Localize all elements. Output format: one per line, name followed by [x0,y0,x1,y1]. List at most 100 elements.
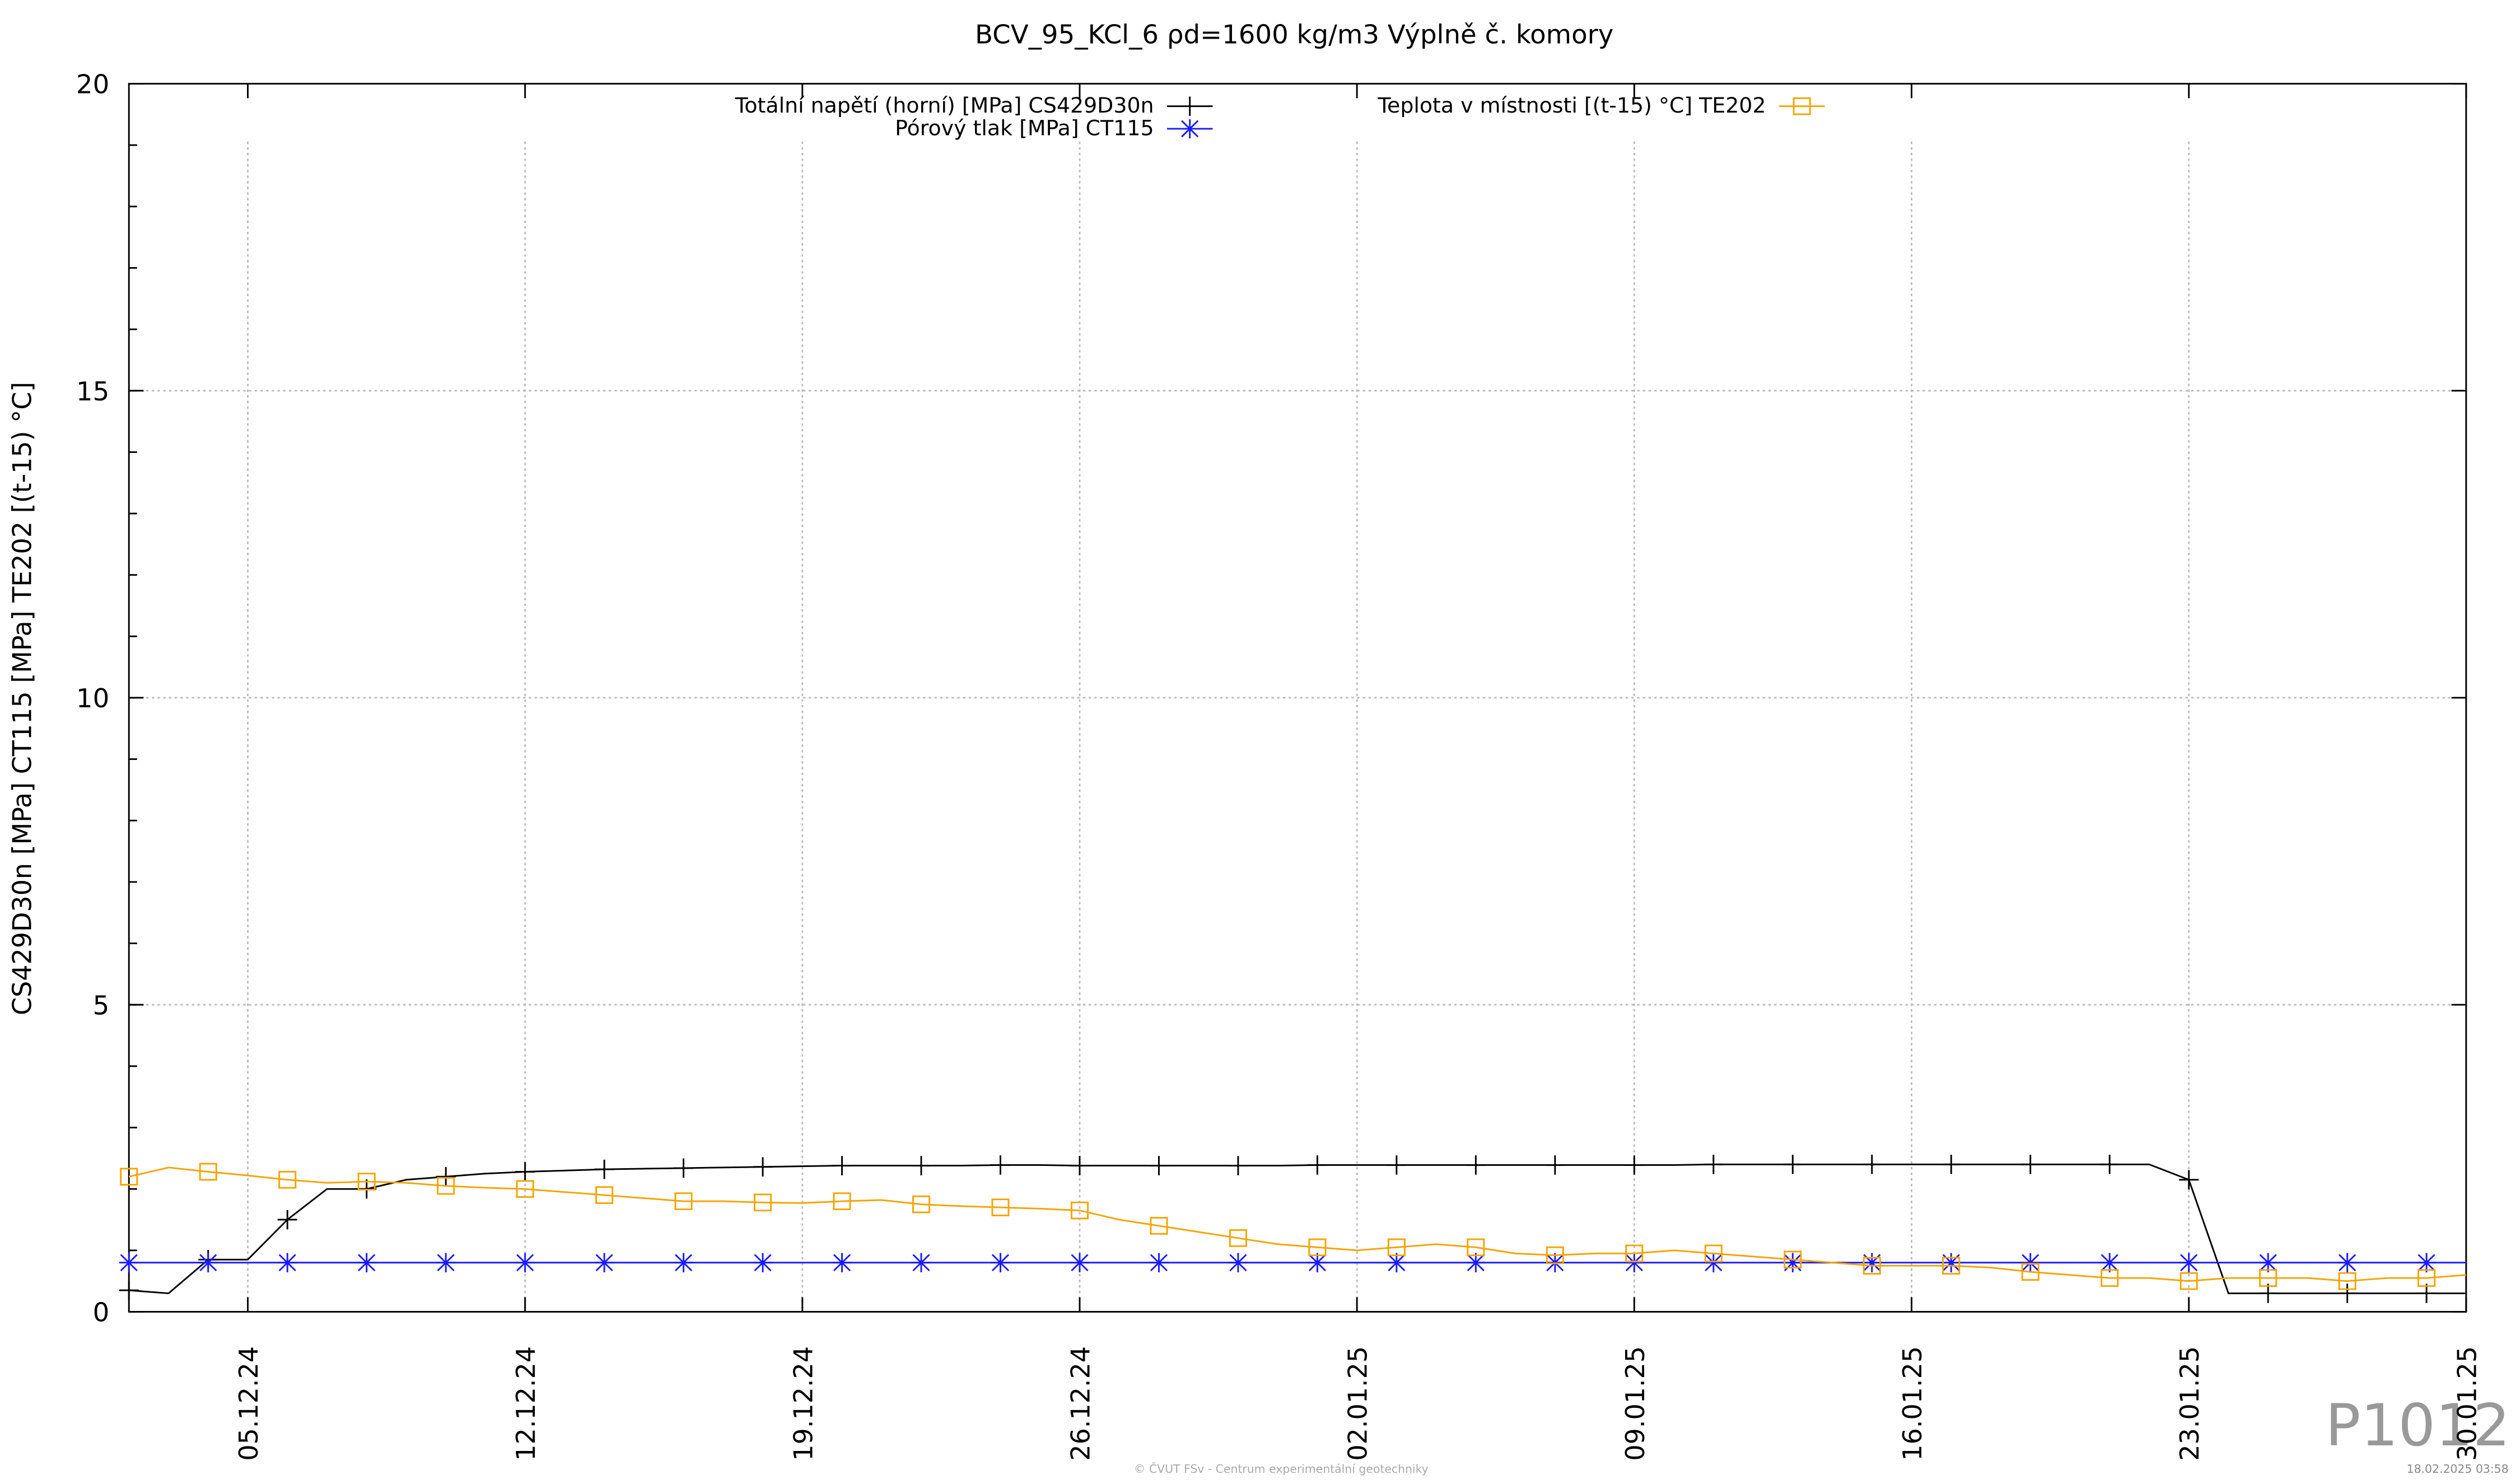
marker-shape [1941,1253,1961,1272]
data-point [436,1253,456,1272]
marker-shape [515,1253,535,1272]
data-point [1625,1244,1644,1263]
marker-shape [2416,1284,2437,1303]
data-point [1307,1253,1327,1272]
marker-shape [674,1192,693,1210]
marker-shape [2180,1272,2198,1290]
series-line [128,1166,2466,1282]
data-point [2020,1253,2041,1272]
marker-shape [1793,97,1811,115]
marker-shape [754,1193,772,1212]
data-point [1307,1155,1327,1175]
marker-shape [119,1253,139,1272]
data-point [1228,1156,1248,1175]
marker-shape [119,1280,139,1300]
y-tick-label: 5 [93,991,110,1021]
marker-shape [2020,1155,2041,1174]
legend-label: Teplota v místnosti [(t-15) °C] TE202 [1377,93,1766,118]
data-point [753,1157,773,1177]
data-point [1466,1253,1486,1272]
marker-shape [594,1253,614,1272]
marker-shape [198,1253,218,1272]
marker-shape [1467,1238,1485,1257]
data-point [1228,1253,1248,1272]
data-point [1546,1246,1564,1264]
x-tick-label: 19.12.24 [788,1346,818,1461]
y-tick-label: 20 [76,69,109,100]
marker-shape [1181,119,1199,139]
marker-shape [436,1253,456,1272]
data-point [991,1198,1010,1216]
data-point [674,1253,694,1272]
marker-shape [2418,1269,2436,1287]
data-point [2338,1272,2356,1290]
data-point [1782,1253,1803,1272]
data-point [1308,1238,1327,1257]
marker-shape [1862,1253,1882,1272]
data-point [911,1156,931,1175]
data-point [1942,1257,1961,1275]
marker-shape [991,1155,1010,1175]
marker-shape [1941,1155,1961,1174]
data-point [436,1166,456,1187]
data-point [1784,1250,1802,1269]
data-point [2418,1269,2436,1287]
marker-shape [1307,1253,1327,1272]
marker-shape [120,1168,138,1186]
chart-title: BCV_95_KCl_6 ρd=1600 kg/m3 Výplně č. kom… [975,20,1613,50]
marker-shape [2337,1253,2358,1272]
marker-shape [357,1173,376,1191]
data-point [357,1253,377,1272]
data-point [2099,1155,2120,1174]
data-point [1070,1253,1090,1272]
marker-shape [1624,1155,1644,1175]
data-point [1624,1253,1644,1272]
marker-shape [1704,1253,1724,1272]
marker-shape [991,1253,1010,1272]
data-point [753,1253,773,1272]
marker-shape [911,1156,931,1175]
data-point [1387,1253,1407,1272]
marker-shape [2099,1155,2120,1174]
footer: © ČVUT FSv - Centrum experimentální geot… [1134,1462,1429,1476]
y-axis-label: CS429D30n [MPa] CT115 [MPa] TE202 [(t-15… [7,382,37,1015]
marker-shape [1387,1253,1407,1272]
y-tick-label: 10 [76,684,109,714]
marker-shape [199,1163,217,1181]
marker-shape [595,1186,614,1204]
marker-shape [2416,1253,2437,1272]
marker-shape [594,1159,614,1179]
data-point [2337,1284,2358,1303]
data-point [2020,1155,2041,1174]
marker-shape [1466,1253,1486,1272]
y-tick-label: 0 [93,1298,110,1328]
data-point [516,1180,534,1198]
marker-shape [2099,1253,2120,1272]
data-point [1704,1155,1724,1174]
data-point [1070,1156,1090,1175]
data-point [674,1192,693,1210]
marker-shape [753,1157,773,1177]
data-point [594,1253,614,1272]
marker-shape [911,1253,931,1272]
data-point [1229,1229,1247,1247]
legend-marker [1181,119,1199,139]
x-tick-label: 26.12.24 [1065,1346,1095,1461]
marker-shape [1625,1244,1644,1263]
marker-shape [2259,1269,2278,1287]
data-point [199,1163,217,1181]
data-point [1862,1253,1882,1272]
data-point [357,1173,376,1191]
marker-shape [674,1158,694,1178]
data-point [2101,1269,2119,1287]
data-point [198,1253,218,1272]
marker-shape [1149,1156,1169,1175]
timestamp: 18.02.2025 03:58 [2407,1462,2509,1476]
data-point [2179,1253,2199,1272]
marker-shape [912,1195,931,1214]
marker-shape [832,1156,852,1175]
data-point [1150,1217,1168,1235]
data-point [278,1170,297,1189]
legend-label: Pórový tlak [MPa] CT115 [895,116,1154,141]
